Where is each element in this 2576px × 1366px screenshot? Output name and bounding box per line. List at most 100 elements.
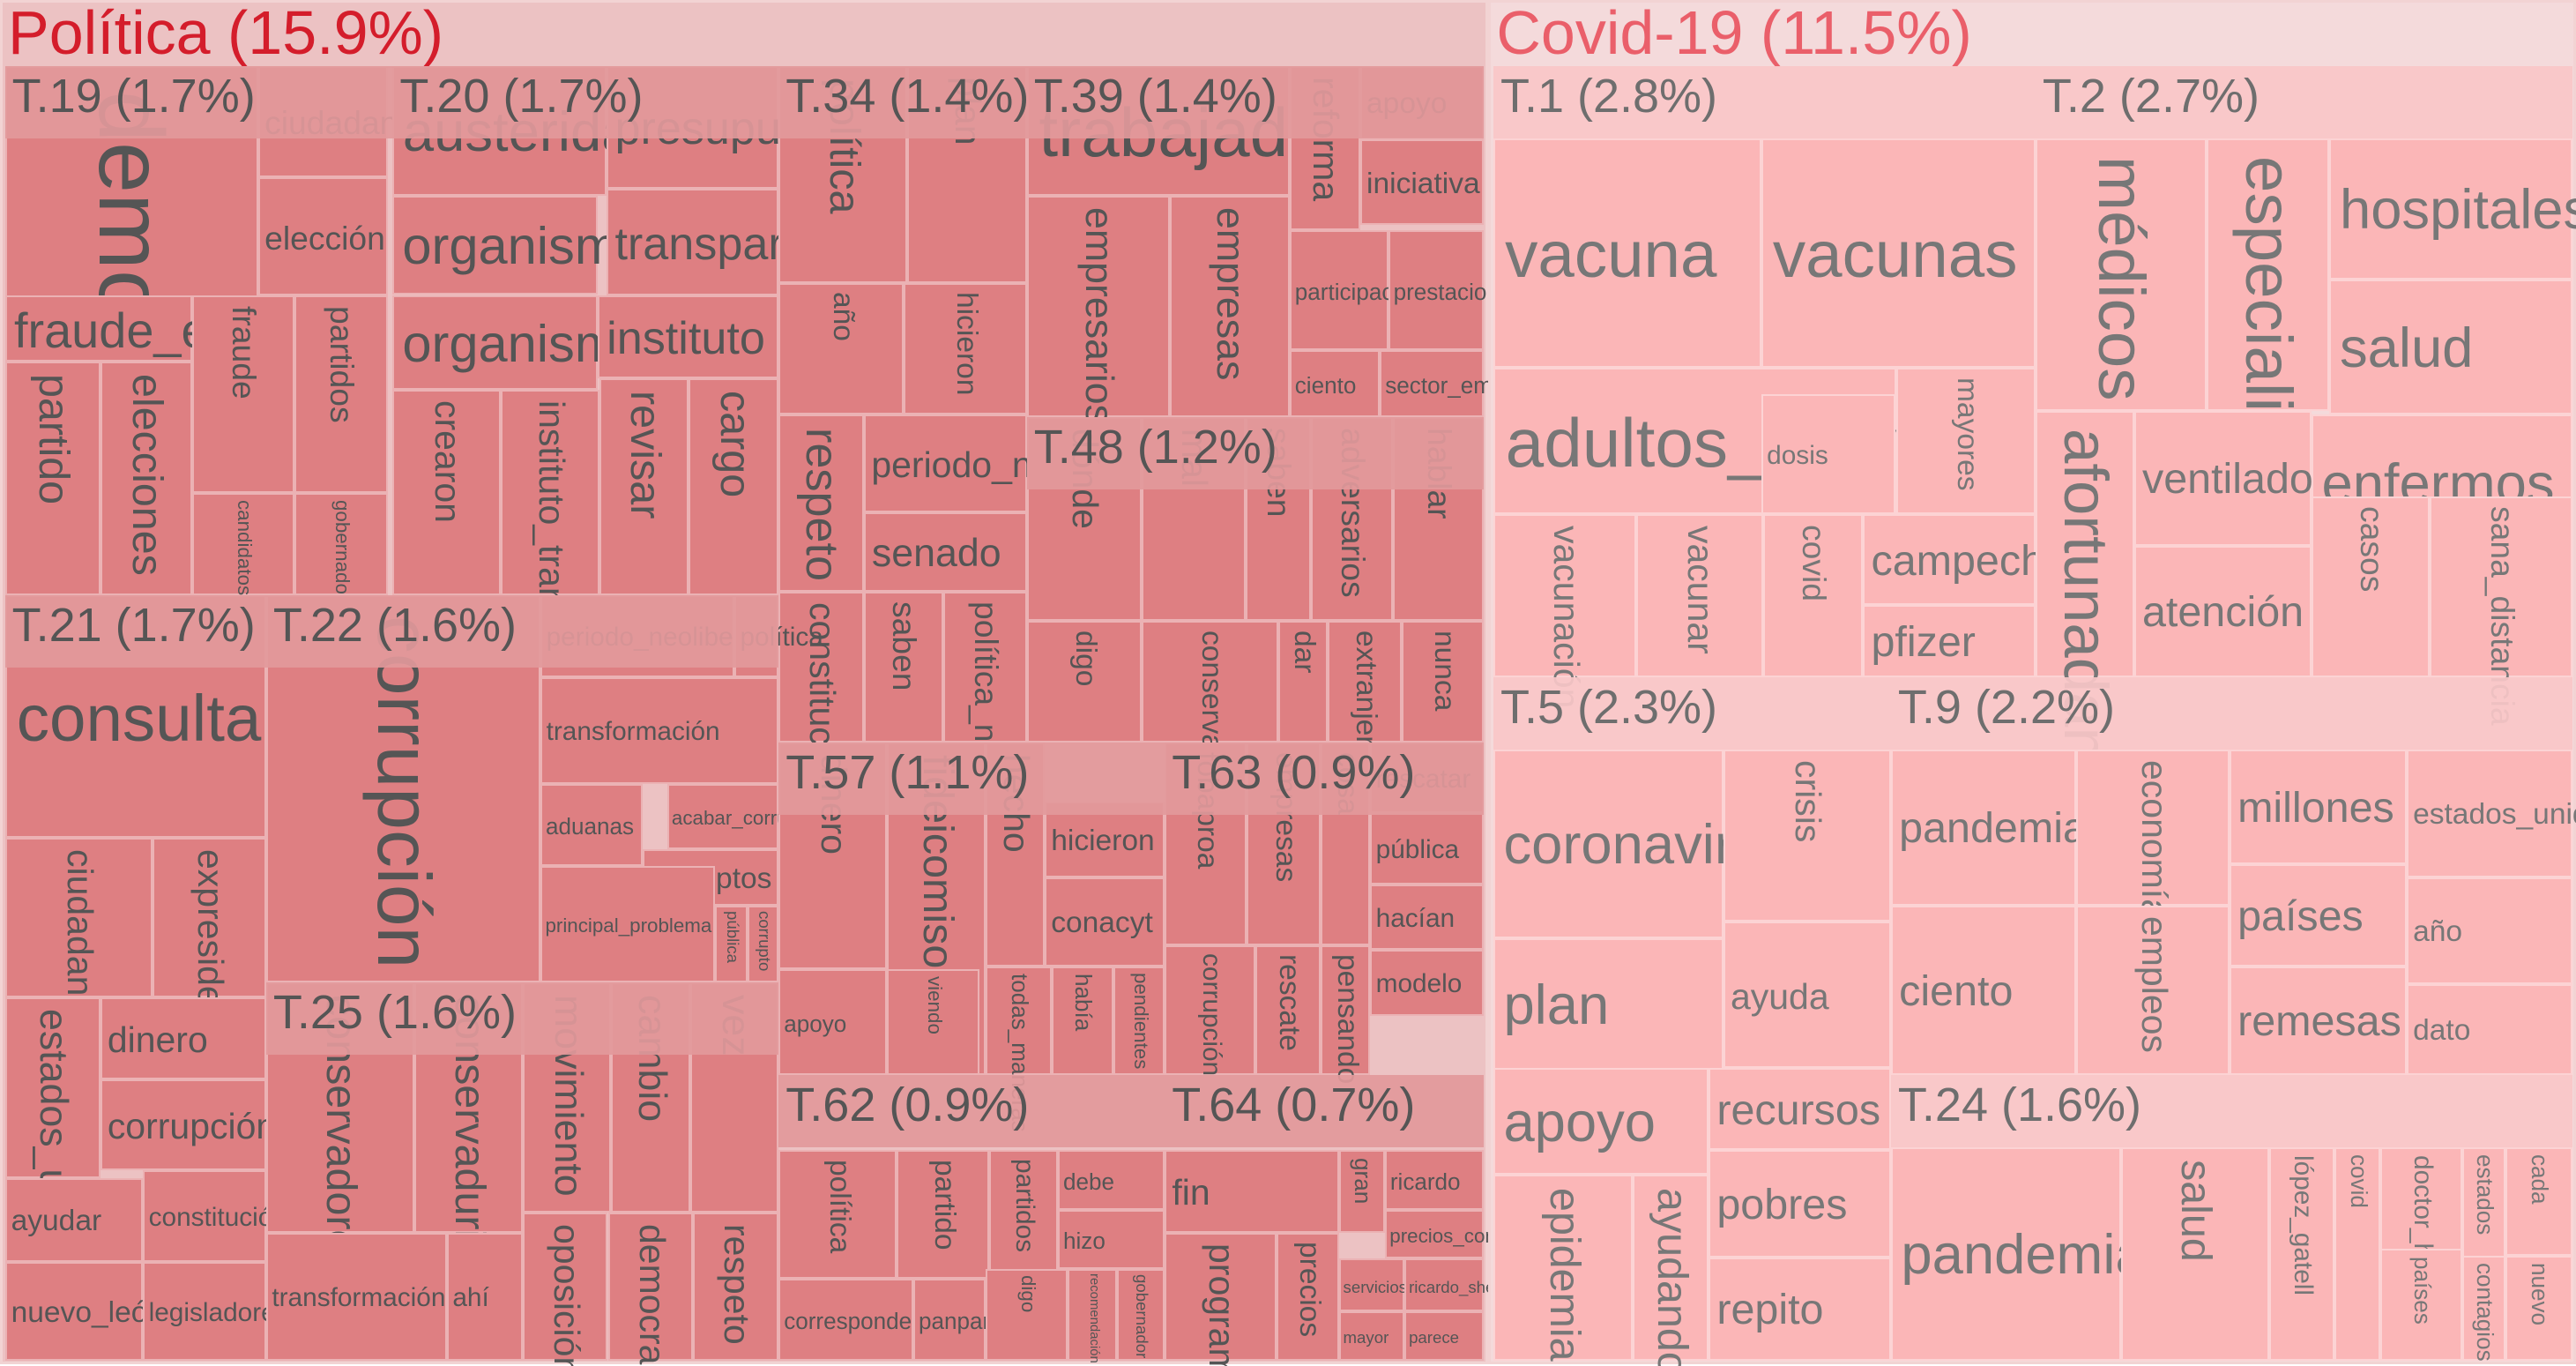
word-label: ciento — [1899, 967, 2014, 1015]
word-cell: fraude — [192, 295, 294, 494]
word-cell: modelo — [1370, 950, 1484, 1016]
word-label: corrupción — [107, 1106, 277, 1146]
word-label: iniciativa — [1366, 167, 1480, 200]
word-cell: todas_maneras — [986, 966, 1052, 1132]
word-cell: transformación — [540, 676, 779, 784]
word-cell: crearon — [392, 389, 502, 595]
word-label: corrupción — [1196, 952, 1226, 1077]
word-label: revisar — [622, 390, 670, 519]
word-cell: especialistas — [2206, 138, 2330, 533]
topic-label: T.57 (1.1%) — [785, 746, 1030, 800]
word-cell: hizo — [1058, 1209, 1165, 1269]
word-label: había — [1070, 974, 1098, 1032]
word-cell: año — [2407, 877, 2573, 985]
word-cell: atención — [2133, 545, 2312, 677]
word-label: respeto — [796, 427, 848, 581]
word-label: cada — [2527, 1154, 2554, 1205]
word-cell: democracia — [607, 1213, 694, 1366]
word-label: senado — [871, 532, 1001, 576]
word-label: modelo — [1375, 969, 1463, 999]
word-cell: ahí — [446, 1232, 523, 1361]
topic-t21: T.21 (1.7%) — [4, 594, 266, 668]
word-cell: corrupto — [747, 905, 779, 983]
word-label: debe — [1063, 1168, 1115, 1195]
word-label: nuevo_león — [11, 1295, 165, 1329]
word-cell: programa — [1165, 1232, 1277, 1366]
word-cell: revisar — [599, 377, 689, 595]
word-cell: vacunas — [1761, 138, 2036, 369]
word-label: repito — [1716, 1286, 1824, 1334]
topic-label: T.21 (1.7%) — [11, 598, 256, 652]
topic-label: T.2 (2.7%) — [2042, 69, 2260, 123]
word-cell: oposición — [522, 1213, 608, 1366]
word-cell: organismo — [392, 295, 648, 390]
word-cell: rescate — [1254, 944, 1322, 1075]
word-cell: vacunar — [1636, 514, 1763, 677]
topic-t34: T.34 (1.4%) — [778, 65, 1029, 138]
word-cell: senado — [864, 512, 1027, 592]
word-cell: debe — [1058, 1150, 1165, 1210]
word-cell: campeche — [1863, 514, 2068, 605]
word-label: pública — [1375, 835, 1460, 865]
word-label: dinero — [107, 1019, 208, 1061]
word-cell: mayores — [1895, 368, 2036, 515]
topic-t9: T.9 (2.2%) — [1890, 676, 2573, 750]
word-label: democracia — [631, 1223, 673, 1366]
topic-label: T.5 (2.3%) — [1500, 680, 1718, 734]
word-cell: médicos — [2035, 138, 2207, 411]
word-cell: nuevo_león — [4, 1262, 164, 1361]
topic-label: T.24 (1.6%) — [1897, 1078, 2142, 1131]
word-cell: ventiladores — [2133, 410, 2372, 546]
word-label: política — [823, 1159, 856, 1254]
word-cell: política_neoliberal — [942, 591, 1027, 867]
word-cell: fin — [1165, 1150, 1339, 1233]
word-label: dar — [1288, 630, 1322, 674]
word-cell: viendo — [887, 969, 979, 1075]
word-label: ayuda — [1730, 975, 1829, 1017]
word-cell: salud — [2120, 1146, 2269, 1361]
word-cell: gobernador — [1117, 1268, 1165, 1361]
word-label: rescate — [1273, 953, 1307, 1051]
word-label: instituto — [607, 313, 765, 364]
word-label: médicos — [2084, 156, 2158, 401]
word-label: recursos — [1716, 1086, 1881, 1134]
word-label: mayor — [1343, 1328, 1389, 1347]
topic-label: T.63 (0.9%) — [1172, 746, 1416, 800]
word-cell: vacuna — [1493, 138, 1761, 369]
word-label: covid — [2345, 1154, 2372, 1209]
topic-t62: T.62 (0.9%) — [778, 1074, 1165, 1147]
word-cell: nunca — [1401, 621, 1484, 743]
word-cell: cada — [2505, 1146, 2573, 1256]
word-cell: saben — [864, 591, 943, 743]
topic-t48: T.48 (1.2%) — [1026, 417, 1484, 490]
word-cell: extranjero — [1327, 621, 1402, 762]
topic-t19: T.19 (1.7%) — [4, 65, 393, 138]
word-label: remesas — [2237, 997, 2401, 1046]
word-cell: partido — [897, 1150, 989, 1279]
word-cell: ayudar — [4, 1178, 144, 1263]
word-label: constitución — [148, 1202, 287, 1232]
word-cell: gobernadores — [294, 493, 388, 622]
word-label: consulta — [16, 681, 262, 755]
word-cell: transformación — [265, 1232, 447, 1361]
word-label: plan — [1503, 974, 1610, 1037]
word-cell: estados_unidos — [4, 997, 101, 1286]
word-cell: corrupción — [1165, 944, 1255, 1077]
word-cell: recursos — [1709, 1068, 1891, 1151]
word-cell: año — [778, 282, 904, 414]
word-label: países — [2237, 892, 2364, 941]
word-cell: pública — [714, 905, 748, 983]
topic-t39: T.39 (1.4%) — [1026, 65, 1484, 138]
word-label: campeche — [1871, 536, 2068, 585]
word-cell: pandemia — [1890, 1146, 2147, 1361]
word-label: corrupción — [361, 616, 446, 969]
word-label: digo — [1069, 630, 1103, 687]
word-label: pública — [723, 911, 742, 964]
word-cell: salud — [2329, 279, 2573, 414]
word-cell: participación — [1289, 229, 1424, 350]
word-cell: había — [1051, 966, 1114, 1075]
word-cell: parece — [1404, 1311, 1484, 1361]
word-cell: constitución — [778, 591, 865, 794]
word-label: pendientes — [1129, 973, 1152, 1070]
